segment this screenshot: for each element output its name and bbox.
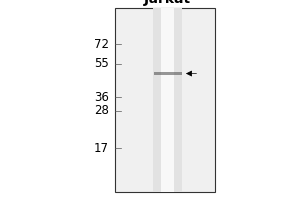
Bar [161,8,174,192]
Text: 17: 17 [94,142,109,155]
Bar [154,72,182,75]
Text: Jurkat: Jurkat [144,0,191,6]
Text: 72: 72 [94,38,109,51]
Bar [153,8,182,192]
Text: 55: 55 [94,57,109,70]
Text: 28: 28 [94,104,109,117]
Text: 36: 36 [94,91,109,104]
Bar [115,8,215,192]
